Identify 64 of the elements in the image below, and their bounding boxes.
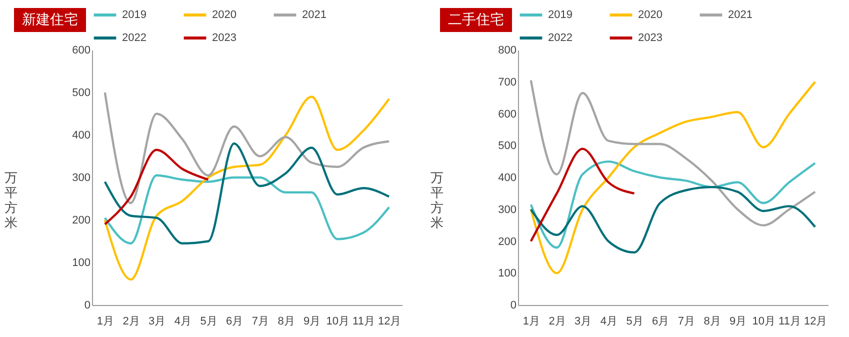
line-series: [104, 96, 390, 281]
x-tick-label: 6月: [226, 316, 244, 328]
y-tick-label: 300: [498, 204, 516, 216]
chart-title: 新建住宅: [14, 8, 86, 32]
x-tick-label: 12月: [378, 316, 402, 328]
legend-label: 2019: [548, 9, 572, 21]
x-tick-label: 7月: [678, 316, 695, 328]
x-tick-label: 7月: [252, 316, 269, 328]
line-series: [530, 160, 816, 249]
x-tick-label: 10月: [326, 316, 350, 328]
x-tick-label: 11月: [352, 316, 375, 328]
legend-label: 2021: [728, 9, 752, 21]
line-series: [104, 174, 390, 244]
legend-label: 2022: [122, 32, 146, 44]
legend-label: 2021: [302, 9, 326, 21]
x-tick-label: 10月: [752, 316, 776, 328]
x-tick-label: 11月: [778, 316, 801, 328]
legend-label: 2023: [212, 32, 236, 44]
x-tick-label: 9月: [304, 316, 321, 328]
chart-title: 二手住宅: [440, 8, 512, 32]
y-tick-label: 500: [72, 87, 90, 99]
x-tick-label: 3月: [148, 316, 166, 328]
x-tick-label: 2月: [122, 316, 140, 328]
line-series: [104, 142, 390, 244]
x-tick-label: 2月: [548, 316, 566, 328]
y-tick-label: 100: [498, 268, 516, 280]
x-tick-label: 1月: [522, 316, 540, 328]
y-axis-title: 万平方米: [430, 170, 444, 230]
y-tick-label: 600: [72, 44, 90, 56]
legend-label: 2020: [212, 9, 236, 21]
legend-label: 2019: [122, 9, 146, 21]
line-series: [104, 148, 210, 226]
line-series: [530, 79, 816, 226]
y-tick-label: 400: [498, 172, 516, 184]
y-tick-label: 100: [72, 257, 90, 269]
y-tick-label: 200: [498, 236, 516, 248]
y-tick-label: 800: [498, 44, 516, 56]
line-series: [530, 148, 636, 242]
line-series: [530, 80, 816, 274]
y-tick-label: 0: [510, 300, 516, 312]
x-tick-label: 4月: [600, 316, 618, 328]
y-tick-label: 600: [498, 108, 516, 120]
x-tick-label: 6月: [652, 316, 670, 328]
y-tick-label: 200: [72, 214, 90, 226]
y-tick-label: 0: [84, 300, 90, 312]
line-series: [530, 186, 816, 254]
y-tick-label: 700: [498, 76, 516, 88]
y-tick-label: 500: [498, 140, 516, 152]
legend-label: 2020: [638, 9, 662, 21]
x-tick-label: 9月: [730, 316, 747, 328]
y-tick-label: 300: [72, 172, 90, 184]
x-tick-label: 1月: [96, 316, 114, 328]
legend-label: 2022: [548, 32, 572, 44]
y-axis-title: 万平方米: [4, 170, 18, 230]
x-tick-label: 5月: [626, 316, 644, 328]
x-tick-label: 5月: [200, 316, 218, 328]
x-tick-label: 8月: [278, 316, 295, 328]
x-tick-label: 3月: [574, 316, 592, 328]
x-tick-label: 8月: [704, 316, 721, 328]
legend-label: 2023: [638, 32, 662, 44]
line-series: [104, 91, 390, 204]
x-tick-label: 12月: [804, 316, 828, 328]
y-tick-label: 400: [72, 130, 90, 142]
x-tick-label: 4月: [174, 316, 192, 328]
